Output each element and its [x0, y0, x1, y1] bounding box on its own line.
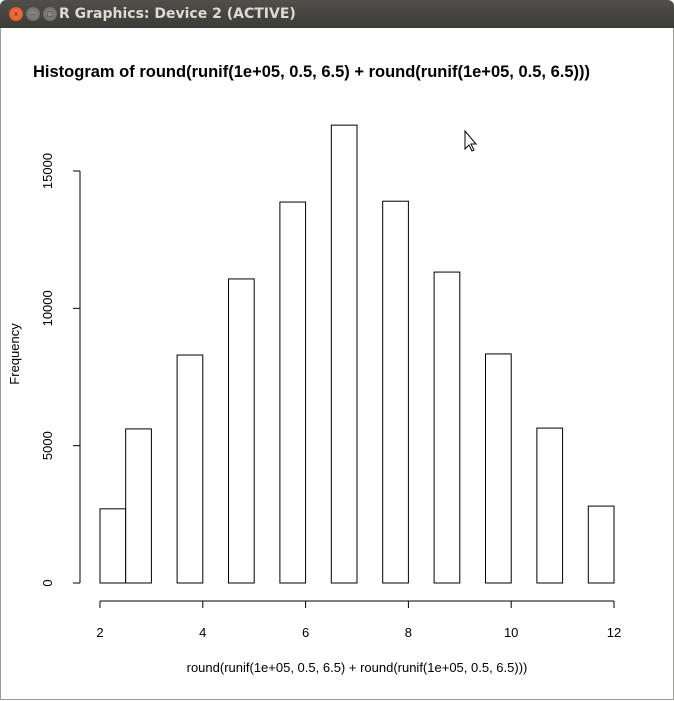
y-tick-label: 0	[40, 579, 55, 586]
y-axis: 0 5000 10000 15000	[40, 153, 81, 587]
x-axis-label: round(runif(1e+05, 0.5, 6.5) + round(run…	[187, 660, 528, 675]
histogram-bar	[536, 427, 564, 584]
histogram-bar	[176, 354, 204, 584]
y-tick-label: 5000	[40, 431, 55, 460]
window-titlebar[interactable]: × – □ R Graphics: Device 2 (ACTIVE)	[0, 0, 674, 28]
histogram-bar	[382, 200, 409, 584]
window-title: R Graphics: Device 2 (ACTIVE)	[59, 6, 296, 22]
histogram-bar	[485, 353, 512, 584]
y-axis-label: Frequency	[7, 323, 22, 385]
chart-title: Histogram of round(runif(1e+05, 0.5, 6.5…	[33, 63, 590, 81]
histogram-bar	[99, 508, 127, 584]
mouse-cursor-icon	[464, 129, 478, 152]
x-tick-label: 10	[504, 625, 518, 640]
histogram-bar	[330, 124, 358, 584]
histogram-bar	[228, 278, 255, 584]
x-tick-label: 4	[199, 625, 206, 640]
histogram-bar	[125, 428, 152, 584]
histogram-bar	[587, 505, 615, 584]
close-icon[interactable]: ×	[9, 7, 23, 21]
histogram-bar	[433, 271, 461, 584]
y-tick-label: 10000	[40, 290, 55, 326]
x-tick-label: 8	[405, 625, 412, 640]
histogram-bar	[279, 201, 307, 584]
x-tick-label: 12	[607, 625, 621, 640]
x-axis: 2 4 6 8 10 12	[96, 600, 621, 640]
minimize-icon[interactable]: –	[26, 7, 40, 21]
maximize-icon[interactable]: □	[43, 7, 57, 21]
x-tick-label: 6	[302, 625, 309, 640]
x-tick-label: 2	[96, 625, 103, 640]
y-tick-label: 15000	[40, 153, 55, 189]
